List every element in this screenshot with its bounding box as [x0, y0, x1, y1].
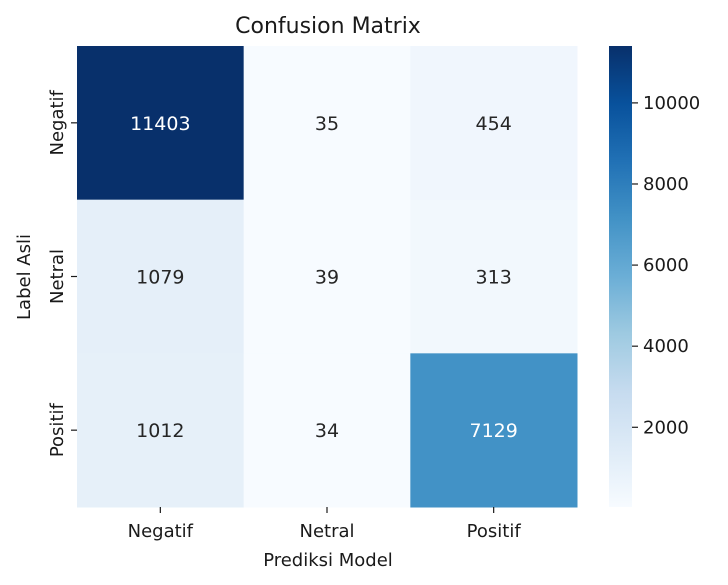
x-tick-label: Positif [467, 521, 522, 542]
colorbar-tick-label: 6000 [643, 255, 689, 276]
chart-title: Confusion Matrix [235, 14, 421, 39]
heatmap-cell-label: 1012 [136, 420, 184, 442]
heatmap-cells [77, 46, 578, 508]
heatmap-cell-label: 454 [476, 113, 512, 135]
heatmap-cell [243, 353, 411, 508]
colorbar-tick-label: 10000 [643, 93, 700, 114]
heatmap-cell-label: 35 [315, 113, 339, 135]
y-axis-ticks: Negatif Netral Positif [47, 89, 77, 457]
x-axis-ticks: Negatif Netral Positif [128, 507, 522, 542]
heatmap-cell-label: 7129 [469, 420, 517, 442]
heatmap-cell [77, 353, 245, 508]
colorbar [609, 46, 632, 507]
heatmap-cell [243, 199, 411, 354]
y-tick-label: Netral [47, 249, 68, 304]
heatmap-cell-label: 39 [315, 267, 339, 289]
heatmap-cell-label: 1079 [136, 267, 184, 289]
heatmap-cell [243, 46, 411, 201]
heatmap-cell-label: 11403 [130, 113, 190, 135]
y-axis-label: Label Asli [14, 234, 35, 320]
colorbar-tick-label: 2000 [643, 417, 689, 438]
heatmap-cell [410, 46, 578, 201]
x-axis-label: Prediksi Model [263, 550, 393, 571]
heatmap-cell-label: 34 [315, 420, 339, 442]
heatmap-cell [77, 46, 245, 201]
colorbar-ticks: 2000 4000 6000 8000 10000 [632, 93, 700, 438]
y-tick-label: Negatif [47, 89, 68, 155]
heatmap-cell-labels: 11403 35 454 1079 39 313 1012 34 7129 [130, 113, 518, 442]
heatmap-cell [410, 353, 578, 508]
y-tick-label: Positif [47, 403, 68, 458]
colorbar-tick-label: 8000 [643, 174, 689, 195]
heatmap-cell [77, 199, 245, 354]
heatmap-cell-label: 313 [476, 267, 512, 289]
x-tick-label: Netral [299, 521, 354, 542]
colorbar-tick-label: 4000 [643, 336, 689, 357]
x-tick-label: Negatif [128, 521, 194, 542]
heatmap-cell [410, 199, 578, 354]
